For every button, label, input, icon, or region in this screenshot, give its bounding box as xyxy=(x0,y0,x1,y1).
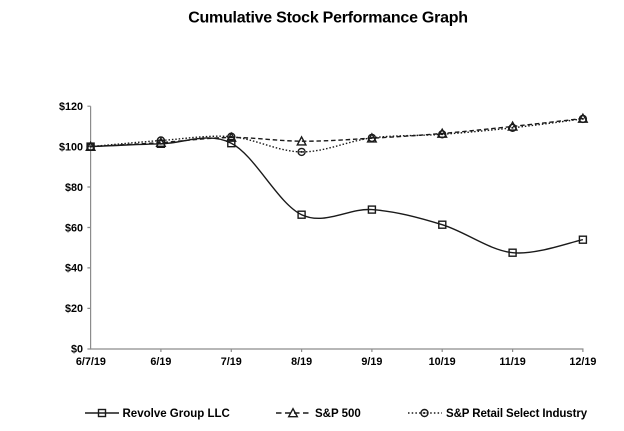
svg-text:$40: $40 xyxy=(65,263,83,275)
svg-text:$80: $80 xyxy=(65,182,83,194)
svg-text:$20: $20 xyxy=(65,303,83,315)
svg-text:9/19: 9/19 xyxy=(361,356,382,368)
svg-text:8/19: 8/19 xyxy=(291,356,312,368)
svg-text:Cumulative Stock Performance G: Cumulative Stock Performance Graph xyxy=(188,9,468,26)
svg-text:7/19: 7/19 xyxy=(221,356,242,368)
svg-text:11/19: 11/19 xyxy=(499,356,525,368)
svg-text:S&P 500: S&P 500 xyxy=(315,408,361,420)
svg-text:6/19: 6/19 xyxy=(150,356,171,368)
svg-text:6/7/19: 6/7/19 xyxy=(76,356,106,368)
svg-text:$60: $60 xyxy=(65,222,83,234)
svg-text:Revolve Group LLC: Revolve Group LLC xyxy=(123,408,230,420)
svg-text:$120: $120 xyxy=(59,101,83,113)
svg-text:$0: $0 xyxy=(71,344,83,356)
svg-text:S&P Retail Select Industry: S&P Retail Select Industry xyxy=(446,408,588,420)
svg-text:$100: $100 xyxy=(59,141,83,153)
svg-text:10/19: 10/19 xyxy=(429,356,456,368)
svg-text:12/19: 12/19 xyxy=(569,356,596,368)
